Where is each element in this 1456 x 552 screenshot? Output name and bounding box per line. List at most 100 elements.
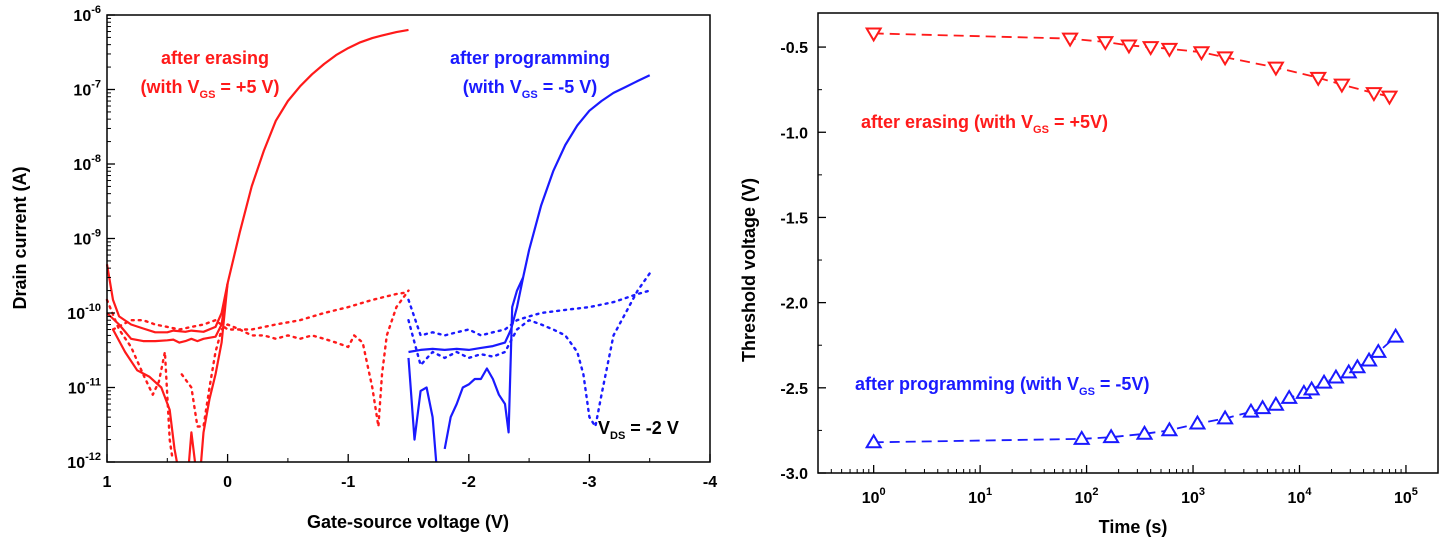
right-marker-triangle-up bbox=[1072, 429, 1091, 445]
annotation-after-erasing: after erasing bbox=[161, 48, 269, 68]
left-y-axis-title: Drain current (A) bbox=[10, 166, 30, 309]
left-series-erase-dotted-5 bbox=[105, 298, 174, 458]
annotation-program-retention-a: after programming (with V bbox=[855, 374, 1079, 394]
left-x-tick-label: 1 bbox=[103, 474, 112, 491]
annotation-erase-retention-b: = +5V) bbox=[1049, 112, 1108, 132]
right-marker-triangle-up bbox=[1327, 368, 1345, 384]
annotation-erase-condition-sub: GS bbox=[200, 89, 216, 101]
left-y-tick-label: 10-9 bbox=[73, 228, 101, 249]
right-marker-triangle-up bbox=[1102, 428, 1120, 444]
annotation-program-retention-sub: GS bbox=[1079, 386, 1095, 398]
right-y-tick-label: -2.5 bbox=[780, 381, 808, 398]
chart-threshold-voltage: 100 101 102 103 104 105-0.5-1.0-1.5-2.0-2.5-3… bbox=[739, 12, 1439, 537]
left-x-tick-label: 0 bbox=[223, 474, 232, 491]
annotation-erase-condition-a: (with V bbox=[141, 77, 200, 97]
right-marker-triangle-down bbox=[1216, 51, 1234, 67]
left-x-tick-label: -1 bbox=[341, 474, 355, 491]
right-marker-triangle-up bbox=[1188, 414, 1207, 430]
left-y-tick-label-base: 10 bbox=[67, 455, 85, 472]
left-y-tick-label-exp: -9 bbox=[91, 228, 101, 240]
left-series-erase-dotted-6 bbox=[180, 289, 410, 428]
annotation-erase-condition-b: = +5 V) bbox=[215, 77, 279, 97]
annotation-program-condition-a: (with V bbox=[463, 77, 522, 97]
right-marker-triangle-down bbox=[1309, 71, 1327, 87]
left-series-program-solid-8 bbox=[408, 74, 651, 354]
right-y-axis-title: Threshold voltage (V) bbox=[739, 178, 759, 362]
right-marker-triangle-up bbox=[1369, 343, 1388, 358]
annotation-program-retention: after programming (with VGS = -5V) bbox=[855, 374, 1149, 398]
annotation-vds-a: V bbox=[598, 418, 610, 438]
right-marker-triangle-down bbox=[1267, 61, 1285, 77]
annotation-erase-retention-a: after erasing (with V bbox=[861, 112, 1033, 132]
right-x-tick-label-exp: 2 bbox=[1092, 486, 1098, 498]
left-y-tick-label: 10-12 bbox=[67, 451, 101, 472]
right-x-tick-label-base: 10 bbox=[1288, 490, 1306, 507]
right-x-tick-label-exp: 3 bbox=[1199, 486, 1205, 498]
annotation-vds: VDS = -2 V bbox=[598, 418, 679, 442]
left-y-tick-label: 10-6 bbox=[73, 4, 101, 25]
left-series-program-dotted-11 bbox=[407, 272, 651, 428]
left-x-axis-title: Gate-source voltage (V) bbox=[307, 512, 509, 532]
right-x-tick-label-exp: 1 bbox=[986, 486, 992, 498]
left-y-tick-label: 10-11 bbox=[68, 377, 101, 398]
chart-drain-current: 1 0 -1 -2 -3 -410-1210-1110-1010-910-810-710-… bbox=[10, 4, 717, 532]
right-y-tick-label: -3.0 bbox=[780, 466, 808, 483]
right-marker-triangle-down bbox=[1333, 78, 1351, 94]
left-y-tick-label-exp: -8 bbox=[91, 153, 101, 165]
right-x-tick-label-exp: 4 bbox=[1305, 486, 1312, 498]
left-y-tick-label-base: 10 bbox=[73, 8, 91, 25]
annotation-program-condition: (with VGS = -5 V) bbox=[463, 77, 597, 101]
left-series-erase-solid-0 bbox=[105, 28, 409, 334]
right-x-tick-label: 103 bbox=[1181, 486, 1205, 507]
right-marker-triangle-down bbox=[1160, 42, 1179, 58]
right-x-tick-label-exp: 0 bbox=[880, 486, 886, 498]
left-x-tick-label: -2 bbox=[462, 474, 476, 491]
annotation-vds-sub: DS bbox=[610, 430, 625, 442]
left-y-tick-label-base: 10 bbox=[68, 381, 86, 398]
right-x-tick-label-base: 10 bbox=[1181, 490, 1199, 507]
left-series-erase-dotted-7 bbox=[111, 291, 410, 331]
right-x-tick-label-base: 10 bbox=[1075, 490, 1093, 507]
left-ticks: 1 0 -1 -2 -3 -410-1210-1110-1010-910-810-710-… bbox=[67, 4, 717, 491]
right-y-tick-label: -0.5 bbox=[780, 40, 808, 57]
left-y-tick-label: 10-7 bbox=[73, 79, 101, 100]
right-x-tick-label: 100 bbox=[862, 486, 886, 507]
right-marker-triangle-up bbox=[864, 433, 883, 449]
annotation-program-condition-sub: GS bbox=[522, 89, 538, 101]
right-x-tick-label: 101 bbox=[968, 486, 992, 507]
right-x-tick-label-base: 10 bbox=[1394, 490, 1412, 507]
right-marker-triangle-up bbox=[1267, 395, 1285, 411]
left-series-program-solid-9 bbox=[407, 357, 438, 463]
left-data-layer bbox=[105, 28, 651, 463]
annotation-vds-b: = -2 V bbox=[625, 418, 679, 438]
left-y-tick-label-base: 10 bbox=[73, 83, 91, 100]
left-y-tick-label-base: 10 bbox=[67, 306, 85, 323]
right-marker-triangle-down bbox=[1061, 32, 1079, 48]
left-series-erase-solid-4 bbox=[200, 283, 229, 463]
right-marker-triangle-down bbox=[1365, 87, 1383, 103]
right-x-tick-label: 102 bbox=[1075, 486, 1099, 507]
left-y-tick-label-exp: -10 bbox=[85, 302, 101, 314]
left-y-tick-label: 10-10 bbox=[67, 302, 101, 323]
left-series-program-solid-10 bbox=[443, 277, 525, 450]
left-x-tick-label: -4 bbox=[703, 474, 717, 491]
right-y-tick-label: -2.0 bbox=[780, 296, 808, 313]
right-marker-triangle-down bbox=[864, 27, 883, 43]
left-y-tick-label-base: 10 bbox=[73, 232, 91, 249]
left-series-erase-solid-2 bbox=[112, 328, 178, 463]
left-y-tick-label: 10-8 bbox=[73, 153, 101, 174]
right-ticks: 100 101 102 103 104 105-0.5-1.0-1.5-2.0-2.5-3… bbox=[780, 40, 1439, 507]
right-x-tick-label-base: 10 bbox=[968, 490, 986, 507]
annotation-erase-retention: after erasing (with VGS = +5V) bbox=[861, 112, 1108, 136]
right-marker-triangle-up bbox=[1386, 327, 1405, 343]
annotation-after-programming: after programming bbox=[450, 48, 610, 68]
left-y-tick-label-exp: -7 bbox=[91, 79, 101, 91]
left-y-tick-label-exp: -12 bbox=[85, 451, 101, 463]
left-series-erase-solid-1 bbox=[106, 283, 229, 344]
right-marker-triangle-down bbox=[1120, 39, 1138, 55]
right-marker-triangle-down bbox=[1192, 46, 1211, 62]
right-marker-triangle-up bbox=[1360, 351, 1378, 367]
left-y-tick-label-base: 10 bbox=[73, 157, 91, 174]
right-y-tick-label: -1.5 bbox=[780, 210, 808, 227]
right-data-layer bbox=[864, 27, 1405, 449]
